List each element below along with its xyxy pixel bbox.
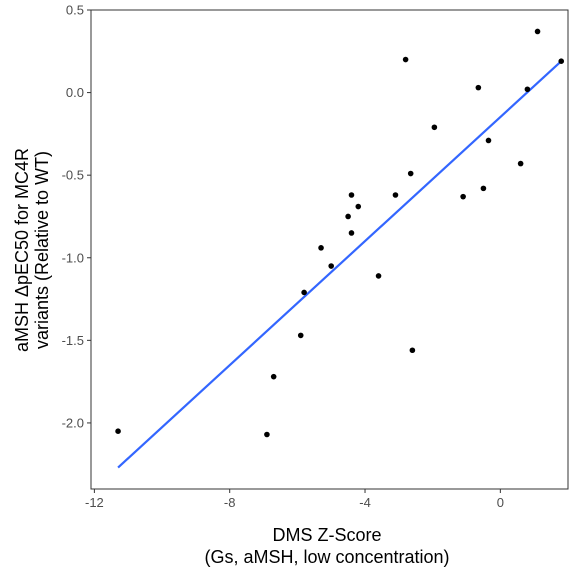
data-point xyxy=(534,28,541,35)
y-tick-label: 0.0 xyxy=(66,85,84,100)
data-point xyxy=(558,58,565,65)
y-tick-label: -0.5 xyxy=(62,168,84,183)
data-point xyxy=(301,289,307,296)
data-point xyxy=(392,192,399,198)
data-point xyxy=(480,185,487,192)
y-tick-label: -2.0 xyxy=(62,415,84,430)
x-axis-title-line-2: (Gs, aMSH, low concentration) xyxy=(204,547,449,567)
data-point xyxy=(348,230,355,236)
y-tick-label: -1.0 xyxy=(62,250,84,265)
data-point xyxy=(345,213,351,220)
data-point xyxy=(115,428,121,434)
x-tick-label: -12 xyxy=(85,495,104,510)
data-points xyxy=(115,28,565,438)
data-point xyxy=(355,203,362,210)
data-point xyxy=(407,170,414,177)
data-point xyxy=(517,160,524,167)
axis-ticks: -12 -8 -4 0 -2.0 -1.5 -1.0 -0.5 0.0 0.5 xyxy=(62,3,504,511)
fit-line-layer xyxy=(117,60,562,469)
data-point xyxy=(297,332,304,339)
data-point xyxy=(270,373,277,380)
data-point xyxy=(348,192,355,198)
x-tick-label: -4 xyxy=(359,495,371,510)
panel-border xyxy=(90,9,569,490)
regression-line xyxy=(117,60,562,469)
data-point xyxy=(409,347,416,354)
y-axis-title-line-2: variants (Relative to WT) xyxy=(32,151,52,349)
data-point xyxy=(431,124,438,131)
data-point xyxy=(460,193,466,200)
x-tick-label: -8 xyxy=(224,495,236,510)
data-point xyxy=(318,245,324,251)
y-axis-title-line-1: aMSH ΔpEC50 for MC4R xyxy=(12,148,32,352)
data-point xyxy=(485,137,492,144)
x-tick-label: 0 xyxy=(497,495,504,510)
data-point xyxy=(475,84,482,91)
data-point xyxy=(375,273,382,279)
y-tick-label: 0.5 xyxy=(66,3,84,18)
x-axis-title-line-1: DMS Z-Score xyxy=(272,525,381,545)
y-tick-label: -1.5 xyxy=(62,333,84,348)
data-point xyxy=(328,263,334,269)
data-point xyxy=(264,431,270,438)
data-point xyxy=(402,56,409,63)
data-point xyxy=(524,86,531,93)
